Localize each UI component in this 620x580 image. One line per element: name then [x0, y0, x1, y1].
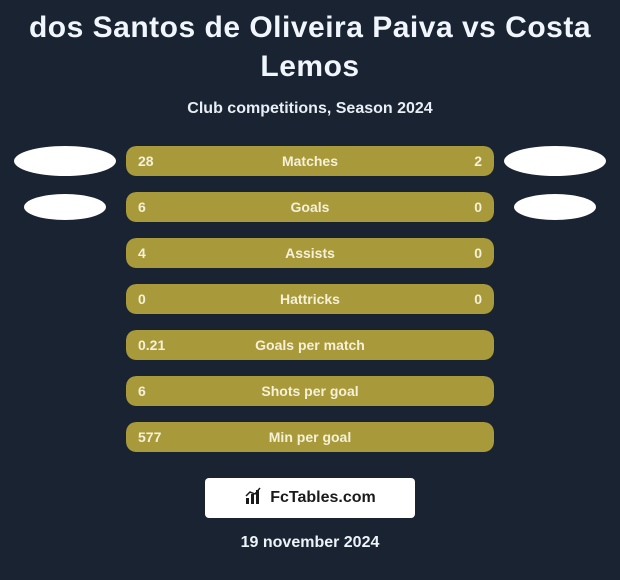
stat-label: Min per goal: [269, 429, 351, 445]
stat-row: 0 0 Hattricks: [10, 284, 610, 314]
stat-label: Goals per match: [255, 337, 365, 353]
subtitle: Club competitions, Season 2024: [0, 100, 620, 118]
right-team-badge: [500, 194, 610, 220]
stat-left-value: 28: [138, 153, 154, 169]
stat-left-value: 0.21: [138, 337, 165, 353]
stat-left-value: 6: [138, 383, 146, 399]
comparison-rows: 28 2 Matches 6 0 Goals 4 0 Assists 0 0 Hattricks 0.2…: [0, 146, 620, 452]
team-ellipse-icon: [514, 194, 596, 220]
stat-row: 4 0 Assists: [10, 238, 610, 268]
stat-right-value: 0: [474, 245, 482, 261]
date-label: 19 november 2024: [0, 534, 620, 552]
stat-bar: 4 0 Assists: [126, 238, 494, 268]
team-ellipse-icon: [24, 194, 106, 220]
stat-label: Assists: [285, 245, 335, 261]
stat-bar: 0 0 Hattricks: [126, 284, 494, 314]
stat-label: Shots per goal: [261, 383, 358, 399]
stat-right-value: 0: [474, 291, 482, 307]
stat-right-value: 2: [474, 153, 482, 169]
stat-left-value: 4: [138, 245, 146, 261]
stat-label: Hattricks: [280, 291, 340, 307]
stat-row: 0.21 Goals per match: [10, 330, 610, 360]
bar-left-fill: [126, 146, 409, 176]
stat-left-value: 0: [138, 291, 146, 307]
team-ellipse-icon: [14, 146, 116, 176]
stat-left-value: 577: [138, 429, 161, 445]
stat-bar: 577 Min per goal: [126, 422, 494, 452]
page-title: dos Santos de Oliveira Paiva vs Costa Le…: [0, 0, 620, 86]
stat-row: 577 Min per goal: [10, 422, 610, 452]
stat-label: Matches: [282, 153, 338, 169]
stat-row: 6 Shots per goal: [10, 376, 610, 406]
stat-bar: 0.21 Goals per match: [126, 330, 494, 360]
bar-left-fill: [126, 192, 398, 222]
left-team-badge: [10, 146, 120, 176]
stat-bar: 6 Shots per goal: [126, 376, 494, 406]
brand-badge: FcTables.com: [205, 478, 415, 518]
left-team-badge: [10, 194, 120, 220]
stat-row: 28 2 Matches: [10, 146, 610, 176]
stat-left-value: 6: [138, 199, 146, 215]
stat-right-value: 0: [474, 199, 482, 215]
chart-icon: [244, 486, 264, 511]
stat-bar: 28 2 Matches: [126, 146, 494, 176]
right-team-badge: [500, 146, 610, 176]
team-ellipse-icon: [504, 146, 606, 176]
brand-text: FcTables.com: [270, 489, 376, 507]
stat-row: 6 0 Goals: [10, 192, 610, 222]
stat-bar: 6 0 Goals: [126, 192, 494, 222]
stat-label: Goals: [291, 199, 330, 215]
